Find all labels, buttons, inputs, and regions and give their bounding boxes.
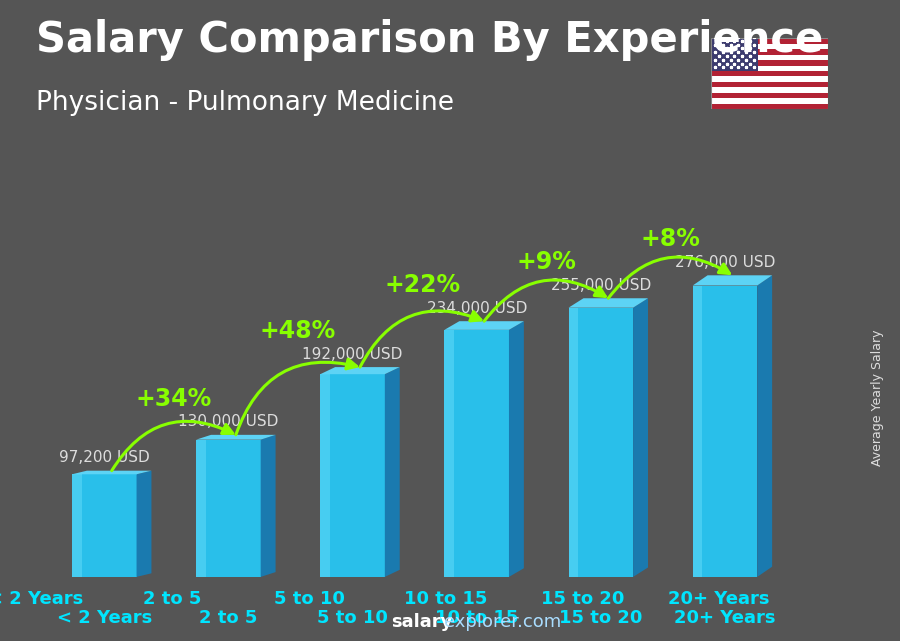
- Polygon shape: [72, 474, 137, 577]
- Polygon shape: [196, 440, 206, 577]
- FancyArrowPatch shape: [608, 257, 730, 298]
- Text: 2 to 5: 2 to 5: [199, 609, 257, 627]
- Text: 5 to 10: 5 to 10: [317, 609, 388, 627]
- Bar: [711, 49, 828, 54]
- Bar: [711, 44, 828, 49]
- Polygon shape: [445, 330, 455, 577]
- FancyArrowPatch shape: [484, 280, 606, 321]
- Bar: [711, 38, 758, 71]
- Text: +48%: +48%: [260, 319, 336, 343]
- Polygon shape: [569, 308, 633, 577]
- Text: 276,000 USD: 276,000 USD: [675, 255, 775, 270]
- Polygon shape: [72, 474, 82, 577]
- Text: 20+ Years: 20+ Years: [674, 609, 776, 627]
- Text: explorer.com: explorer.com: [444, 613, 561, 631]
- Bar: [711, 54, 828, 60]
- Polygon shape: [261, 435, 275, 577]
- Text: salary: salary: [392, 613, 453, 631]
- Text: 2 to 5: 2 to 5: [143, 590, 202, 608]
- Text: < 2 Years: < 2 Years: [0, 590, 84, 608]
- Text: +9%: +9%: [517, 251, 576, 274]
- Text: 20+ Years: 20+ Years: [668, 590, 770, 608]
- Polygon shape: [196, 435, 275, 440]
- Text: +34%: +34%: [136, 387, 212, 411]
- Text: Physician - Pulmonary Medicine: Physician - Pulmonary Medicine: [36, 90, 454, 116]
- Polygon shape: [137, 470, 151, 577]
- Text: 97,200 USD: 97,200 USD: [58, 451, 149, 465]
- Text: +8%: +8%: [641, 228, 700, 251]
- Bar: [711, 76, 828, 82]
- Text: 5 to 10: 5 to 10: [274, 590, 345, 608]
- Polygon shape: [385, 367, 400, 577]
- Polygon shape: [693, 285, 757, 577]
- Polygon shape: [445, 330, 509, 577]
- Bar: [711, 98, 828, 104]
- Bar: [711, 82, 828, 87]
- Polygon shape: [72, 470, 151, 474]
- FancyArrowPatch shape: [236, 359, 356, 435]
- Text: 15 to 20: 15 to 20: [541, 590, 624, 608]
- Bar: [711, 65, 828, 71]
- Text: 10 to 15: 10 to 15: [435, 609, 518, 627]
- Text: 15 to 20: 15 to 20: [559, 609, 643, 627]
- FancyArrowPatch shape: [360, 311, 481, 367]
- Text: < 2 Years: < 2 Years: [57, 609, 152, 627]
- Polygon shape: [320, 374, 385, 577]
- Bar: [711, 71, 828, 76]
- Bar: [711, 104, 828, 109]
- Polygon shape: [509, 321, 524, 577]
- Polygon shape: [569, 308, 578, 577]
- Text: 130,000 USD: 130,000 USD: [178, 415, 279, 429]
- FancyArrowPatch shape: [112, 421, 233, 470]
- Bar: [711, 60, 828, 65]
- Polygon shape: [633, 298, 648, 577]
- Text: +22%: +22%: [384, 273, 460, 297]
- Polygon shape: [693, 285, 702, 577]
- Text: 255,000 USD: 255,000 USD: [551, 278, 651, 293]
- Text: 192,000 USD: 192,000 USD: [302, 347, 402, 362]
- Polygon shape: [320, 367, 400, 374]
- Polygon shape: [693, 276, 772, 285]
- Bar: [711, 87, 828, 93]
- Polygon shape: [445, 321, 524, 330]
- Bar: [711, 93, 828, 98]
- Text: 234,000 USD: 234,000 USD: [427, 301, 526, 316]
- Polygon shape: [757, 276, 772, 577]
- Text: 10 to 15: 10 to 15: [404, 590, 487, 608]
- Text: Average Yearly Salary: Average Yearly Salary: [871, 329, 884, 465]
- Bar: [711, 38, 828, 44]
- Text: Salary Comparison By Experience: Salary Comparison By Experience: [36, 19, 824, 62]
- Polygon shape: [569, 298, 648, 308]
- Polygon shape: [320, 374, 330, 577]
- Polygon shape: [196, 440, 261, 577]
